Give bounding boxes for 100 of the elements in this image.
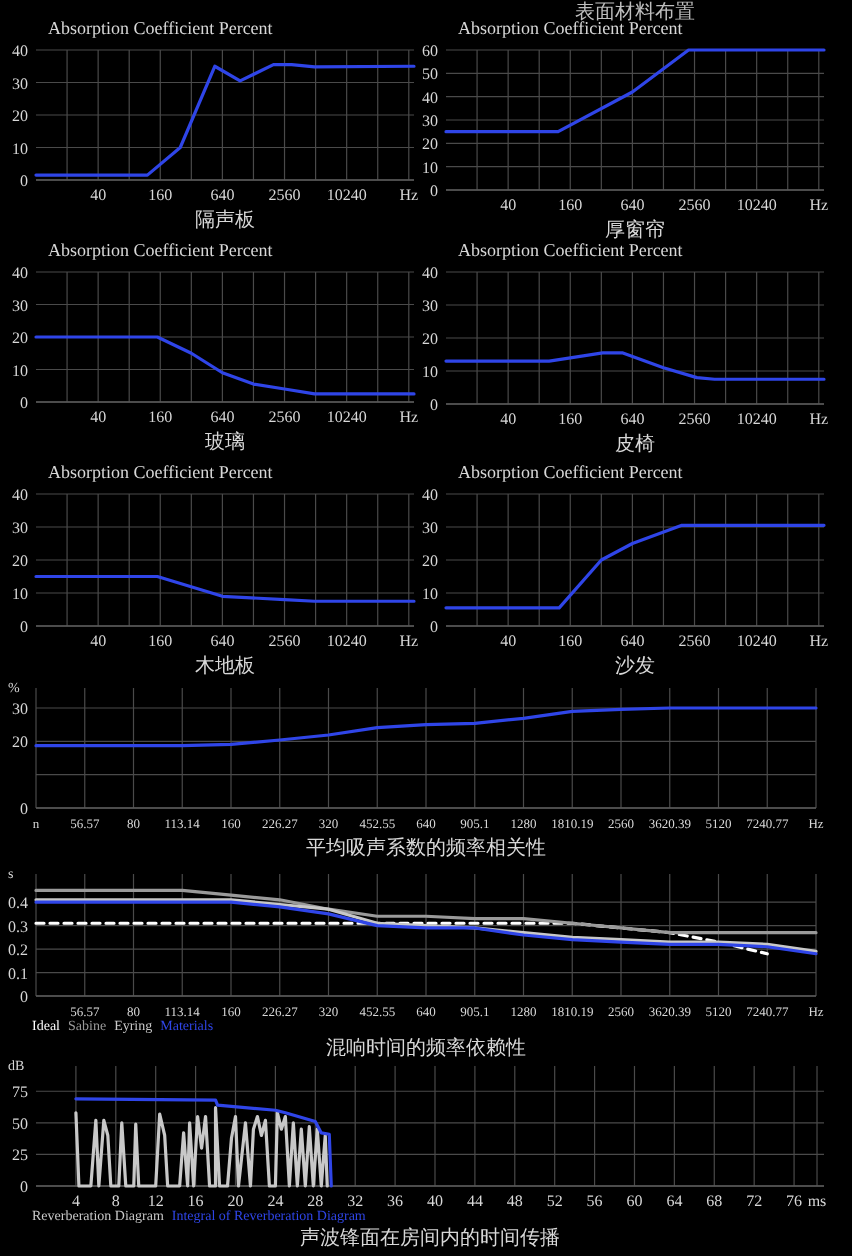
x-tick-label: 24: [267, 1192, 284, 1210]
y-tick-label: 10: [422, 585, 438, 603]
x-tick-label: 2560: [678, 410, 711, 428]
x-tick-label: 32: [347, 1192, 364, 1210]
y-tick-label: 40: [12, 486, 28, 504]
y-tick-label: 40: [12, 264, 28, 282]
y-tick-label: 30: [422, 519, 438, 537]
x-tick-label: 12: [147, 1192, 164, 1210]
x-tick-label: 10240: [736, 410, 777, 428]
x-tick-label: 44: [466, 1192, 483, 1210]
y-axis-title: Absorption Coefficient Percent: [48, 240, 274, 260]
x-tick-label: Hz: [809, 196, 830, 214]
y-tick-label: 30: [12, 296, 28, 315]
y-tick-label: 10: [422, 363, 438, 381]
x-tick-label: 48: [506, 1192, 523, 1210]
x-tick-label: 68: [706, 1192, 723, 1210]
y-tick-label: 0.4: [8, 894, 28, 913]
x-axis-title: 玻璃: [205, 430, 245, 454]
y-tick-label: 20: [12, 552, 28, 570]
y-tick-label: 0: [20, 1178, 28, 1196]
y-tick-label: 20: [422, 552, 438, 570]
x-tick-label: 10240: [326, 632, 367, 650]
y-tick-label: 20: [422, 330, 438, 348]
x-tick-label: 8: [111, 1192, 120, 1210]
y-tick-label: 10: [12, 139, 28, 158]
x-axis-title: 隔声板: [195, 208, 255, 232]
y-tick-label: 50: [422, 65, 438, 84]
x-tick-label: 160: [148, 186, 173, 204]
x-tick-label: ms: [807, 1192, 827, 1210]
y-tick-label: 40: [422, 486, 438, 504]
x-tick-label: Hz: [809, 632, 830, 650]
x-tick-label: 36: [387, 1192, 404, 1210]
x-tick-label: 10240: [736, 196, 777, 214]
y-tick-label: 0: [20, 800, 28, 818]
y-axis-title: Absorption Coefficient Percent: [48, 462, 274, 482]
x-axis-title: 皮椅: [615, 432, 655, 456]
x-tick-label: 40: [500, 410, 517, 428]
x-tick-label: 64: [666, 1192, 683, 1210]
y-tick-label: 30: [12, 74, 28, 93]
y-tick-label: 40: [422, 88, 438, 107]
y-tick-label: 50: [12, 1114, 28, 1133]
y-axis-title: Absorption Coefficient Percent: [458, 18, 684, 38]
y-tick-label: 30: [12, 700, 28, 718]
x-tick-label: 4: [71, 1192, 80, 1210]
y-tick-label: 30: [422, 112, 438, 130]
x-tick-label: 640: [210, 186, 235, 204]
x-tick-label: 10240: [326, 408, 367, 426]
x-tick-label: 20: [227, 1192, 244, 1210]
line-series: [34, 706, 818, 748]
y-tick-label: 10: [12, 361, 28, 380]
x-tick-label: 56: [586, 1192, 603, 1210]
x-tick-label: 640: [210, 408, 235, 426]
x-tick-label: 160: [558, 410, 583, 428]
x-tick-label: Hz: [809, 410, 830, 428]
x-tick-label: 640: [620, 632, 645, 650]
x-tick-label: 640: [210, 632, 235, 650]
y-tick-label: 0: [20, 394, 28, 412]
y-axis-title: Absorption Coefficient Percent: [458, 240, 684, 260]
x-axis-title: 厚窗帘: [605, 218, 665, 242]
x-tick-label: 40: [90, 186, 107, 204]
x-axis-title: 平均吸声系数的频率相关性: [306, 836, 546, 860]
x-tick-label: 160: [558, 632, 583, 650]
x-axis-title: 木地板: [195, 654, 255, 678]
x-tick-label: 16: [187, 1192, 204, 1210]
x-tick-label: 2560: [268, 632, 301, 650]
x-tick-label: 52: [546, 1192, 563, 1210]
x-tick-label: 160: [558, 196, 583, 214]
y-tick-label: 30: [422, 297, 438, 315]
x-axis-title: 声波锋面在房间内的时间传播: [300, 1226, 560, 1250]
y-tick-label: 0: [20, 172, 28, 190]
y-tick-label: 40: [422, 264, 438, 282]
x-tick-label: 160: [148, 408, 173, 426]
x-axis-title: 混响时间的频率依赖性: [326, 1036, 526, 1060]
x-tick-label: 28: [307, 1192, 324, 1210]
x-tick-label: Hz: [399, 408, 420, 426]
x-tick-label: 2560: [268, 408, 301, 426]
y-tick-label: 20: [12, 733, 28, 752]
x-tick-label: 76: [786, 1192, 803, 1210]
x-tick-label: 60: [626, 1192, 643, 1210]
y-tick-label: 20: [12, 329, 28, 347]
y-tick-label: 0: [20, 988, 28, 1006]
x-tick-label: 40: [500, 632, 517, 650]
x-tick-label: 160: [148, 632, 173, 650]
y-tick-label: 0.1: [8, 964, 28, 983]
x-tick-label: 640: [620, 410, 645, 428]
y-tick-label: 0: [20, 618, 28, 636]
y-axis-title: Absorption Coefficient Percent: [48, 18, 274, 38]
y-tick-label: 40: [12, 42, 28, 60]
y-tick-label: 30: [12, 519, 28, 537]
x-tick-label: 40: [500, 196, 517, 214]
y-tick-label: 10: [12, 585, 28, 603]
y-tick-label: 75: [12, 1083, 28, 1102]
y-axis-title: Absorption Coefficient Percent: [458, 462, 684, 482]
x-tick-label: 10240: [736, 632, 777, 650]
x-axis-title: 沙发: [615, 654, 655, 678]
x-tick-label: 40: [90, 408, 107, 426]
y-tick-label: 60: [422, 42, 438, 60]
x-tick-label: 2560: [678, 196, 711, 214]
y-tick-label: 0: [430, 396, 438, 414]
line-series: [34, 888, 818, 935]
